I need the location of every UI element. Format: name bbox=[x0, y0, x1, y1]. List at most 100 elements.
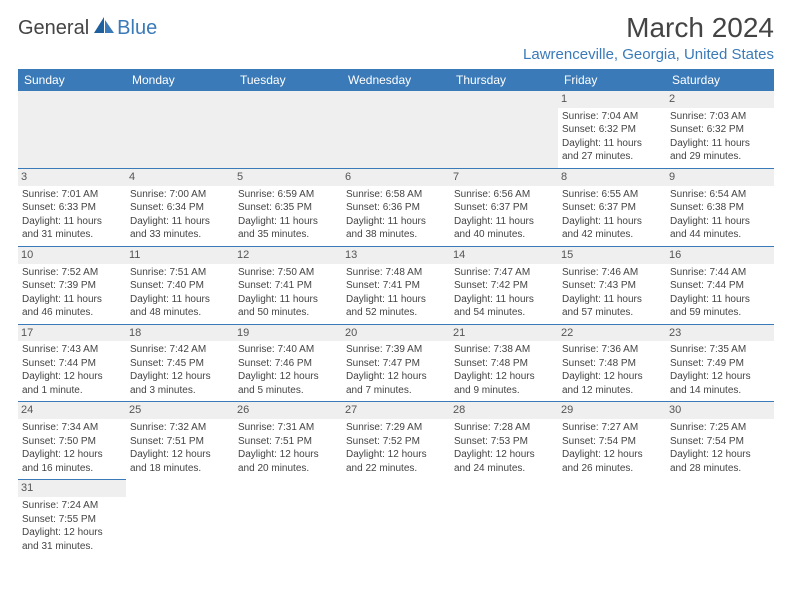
daylight-text: Daylight: 12 hours bbox=[562, 448, 662, 462]
calendar-cell: 26Sunrise: 7:31 AMSunset: 7:51 PMDayligh… bbox=[234, 402, 342, 480]
sunset-text: Sunset: 7:46 PM bbox=[238, 357, 338, 371]
sunrise-text: Sunrise: 6:59 AM bbox=[238, 188, 338, 202]
daylight-text: Daylight: 12 hours bbox=[454, 370, 554, 384]
daylight-text: and 52 minutes. bbox=[346, 306, 446, 320]
calendar-cell: 11Sunrise: 7:51 AMSunset: 7:40 PMDayligh… bbox=[126, 246, 234, 324]
sunset-text: Sunset: 7:48 PM bbox=[454, 357, 554, 371]
sunrise-text: Sunrise: 7:34 AM bbox=[22, 421, 122, 435]
sunset-text: Sunset: 7:48 PM bbox=[562, 357, 662, 371]
sunset-text: Sunset: 7:50 PM bbox=[22, 435, 122, 449]
daylight-text: Daylight: 11 hours bbox=[454, 215, 554, 229]
sunset-text: Sunset: 7:55 PM bbox=[22, 513, 122, 527]
logo-sail-icon bbox=[93, 16, 115, 40]
day-header-row: Sunday Monday Tuesday Wednesday Thursday… bbox=[18, 69, 774, 91]
daylight-text: Daylight: 11 hours bbox=[562, 215, 662, 229]
calendar-cell: 9 Sunrise: 6:54 AMSunset: 6:38 PMDaylight… bbox=[666, 168, 774, 246]
daylight-text: and 7 minutes. bbox=[346, 384, 446, 398]
calendar-cell: 22Sunrise: 7:36 AMSunset: 7:48 PMDayligh… bbox=[558, 324, 666, 402]
daylight-text: and 33 minutes. bbox=[130, 228, 230, 242]
sunset-text: Sunset: 6:37 PM bbox=[562, 201, 662, 215]
calendar-cell: 14Sunrise: 7:47 AMSunset: 7:42 PMDayligh… bbox=[450, 246, 558, 324]
col-saturday: Saturday bbox=[666, 69, 774, 91]
calendar-cell: . bbox=[342, 91, 450, 168]
header: General Blue March 2024 Lawrenceville, G… bbox=[18, 12, 774, 63]
daylight-text: Daylight: 12 hours bbox=[346, 370, 446, 384]
sunset-text: Sunset: 7:39 PM bbox=[22, 279, 122, 293]
sunrise-text: Sunrise: 7:38 AM bbox=[454, 343, 554, 357]
day-number: 12 bbox=[234, 247, 342, 264]
calendar-cell: . bbox=[450, 480, 558, 557]
day-number: 25 bbox=[126, 402, 234, 419]
daylight-text: and 35 minutes. bbox=[238, 228, 338, 242]
daylight-text: Daylight: 11 hours bbox=[670, 215, 770, 229]
daylight-text: Daylight: 12 hours bbox=[670, 370, 770, 384]
sunrise-text: Sunrise: 7:44 AM bbox=[670, 266, 770, 280]
daylight-text: and 22 minutes. bbox=[346, 462, 446, 476]
calendar-row: 10Sunrise: 7:52 AMSunset: 7:39 PMDayligh… bbox=[18, 246, 774, 324]
sunset-text: Sunset: 7:41 PM bbox=[346, 279, 446, 293]
daylight-text: Daylight: 12 hours bbox=[670, 448, 770, 462]
sunrise-text: Sunrise: 7:46 AM bbox=[562, 266, 662, 280]
daylight-text: Daylight: 11 hours bbox=[670, 293, 770, 307]
day-number: 17 bbox=[18, 325, 126, 342]
daylight-text: and 3 minutes. bbox=[130, 384, 230, 398]
day-number: 21 bbox=[450, 325, 558, 342]
sunset-text: Sunset: 7:54 PM bbox=[562, 435, 662, 449]
daylight-text: and 20 minutes. bbox=[238, 462, 338, 476]
sunrise-text: Sunrise: 7:40 AM bbox=[238, 343, 338, 357]
calendar-cell: 16Sunrise: 7:44 AMSunset: 7:44 PMDayligh… bbox=[666, 246, 774, 324]
daylight-text: and 16 minutes. bbox=[22, 462, 122, 476]
sunset-text: Sunset: 6:35 PM bbox=[238, 201, 338, 215]
sunrise-text: Sunrise: 7:48 AM bbox=[346, 266, 446, 280]
calendar-cell: 28Sunrise: 7:28 AMSunset: 7:53 PMDayligh… bbox=[450, 402, 558, 480]
calendar-cell: 25Sunrise: 7:32 AMSunset: 7:51 PMDayligh… bbox=[126, 402, 234, 480]
sunrise-text: Sunrise: 7:36 AM bbox=[562, 343, 662, 357]
day-number: 31 bbox=[18, 480, 126, 497]
sunrise-text: Sunrise: 7:29 AM bbox=[346, 421, 446, 435]
day-number: 2 bbox=[666, 91, 774, 108]
daylight-text: Daylight: 11 hours bbox=[22, 293, 122, 307]
daylight-text: and 38 minutes. bbox=[346, 228, 446, 242]
day-number: 9 bbox=[666, 169, 774, 186]
sunset-text: Sunset: 7:45 PM bbox=[130, 357, 230, 371]
calendar-cell: 6Sunrise: 6:58 AMSunset: 6:36 PMDaylight… bbox=[342, 168, 450, 246]
page-title: March 2024 bbox=[523, 12, 774, 44]
daylight-text: and 29 minutes. bbox=[670, 150, 770, 164]
sunset-text: Sunset: 6:38 PM bbox=[670, 201, 770, 215]
calendar-cell: 23Sunrise: 7:35 AMSunset: 7:49 PMDayligh… bbox=[666, 324, 774, 402]
calendar-cell: 18Sunrise: 7:42 AMSunset: 7:45 PMDayligh… bbox=[126, 324, 234, 402]
calendar-cell: 7Sunrise: 6:56 AMSunset: 6:37 PMDaylight… bbox=[450, 168, 558, 246]
calendar-cell: 17Sunrise: 7:43 AMSunset: 7:44 PMDayligh… bbox=[18, 324, 126, 402]
col-sunday: Sunday bbox=[18, 69, 126, 91]
sunset-text: Sunset: 7:53 PM bbox=[454, 435, 554, 449]
daylight-text: Daylight: 11 hours bbox=[346, 215, 446, 229]
sunset-text: Sunset: 7:54 PM bbox=[670, 435, 770, 449]
sunrise-text: Sunrise: 6:54 AM bbox=[670, 188, 770, 202]
sunrise-text: Sunrise: 7:24 AM bbox=[22, 499, 122, 513]
sunrise-text: Sunrise: 7:27 AM bbox=[562, 421, 662, 435]
sunset-text: Sunset: 7:41 PM bbox=[238, 279, 338, 293]
daylight-text: and 9 minutes. bbox=[454, 384, 554, 398]
daylight-text: and 42 minutes. bbox=[562, 228, 662, 242]
calendar-cell: 10Sunrise: 7:52 AMSunset: 7:39 PMDayligh… bbox=[18, 246, 126, 324]
sunset-text: Sunset: 7:40 PM bbox=[130, 279, 230, 293]
sunrise-text: Sunrise: 7:04 AM bbox=[562, 110, 662, 124]
daylight-text: and 12 minutes. bbox=[562, 384, 662, 398]
daylight-text: Daylight: 11 hours bbox=[346, 293, 446, 307]
daylight-text: and 40 minutes. bbox=[454, 228, 554, 242]
daylight-text: Daylight: 12 hours bbox=[562, 370, 662, 384]
calendar-cell: . bbox=[666, 480, 774, 557]
logo-word2: Blue bbox=[117, 17, 157, 40]
sunset-text: Sunset: 7:52 PM bbox=[346, 435, 446, 449]
calendar-cell: 27Sunrise: 7:29 AMSunset: 7:52 PMDayligh… bbox=[342, 402, 450, 480]
daylight-text: Daylight: 12 hours bbox=[22, 526, 122, 540]
day-number: 11 bbox=[126, 247, 234, 264]
daylight-text: and 54 minutes. bbox=[454, 306, 554, 320]
sunrise-text: Sunrise: 7:28 AM bbox=[454, 421, 554, 435]
location: Lawrenceville, Georgia, United States bbox=[523, 46, 774, 63]
day-number: 28 bbox=[450, 402, 558, 419]
day-number: 14 bbox=[450, 247, 558, 264]
daylight-text: and 26 minutes. bbox=[562, 462, 662, 476]
sunrise-text: Sunrise: 7:39 AM bbox=[346, 343, 446, 357]
day-number: 4 bbox=[126, 169, 234, 186]
